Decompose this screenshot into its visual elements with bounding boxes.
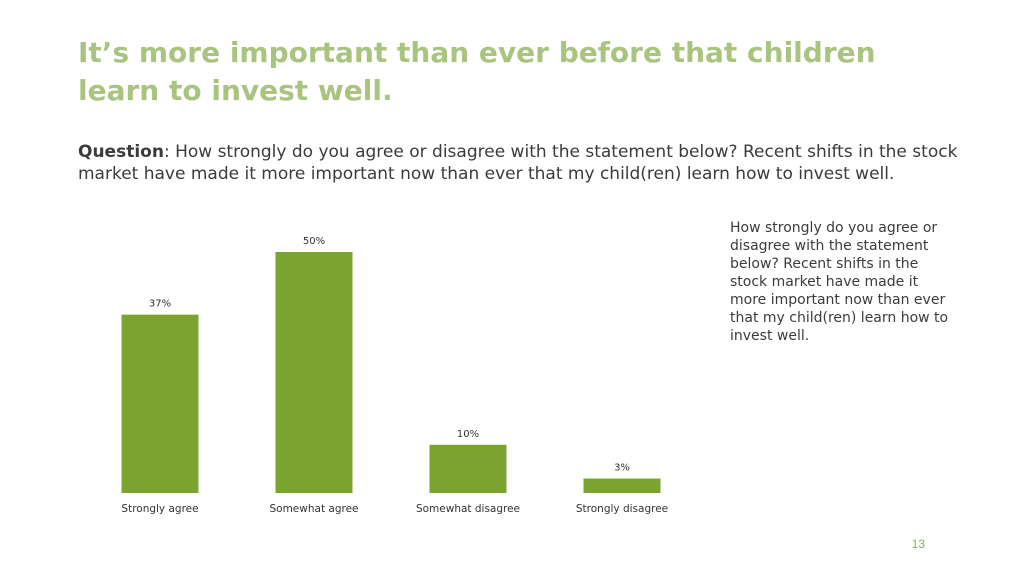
- data-label-somewhat-disagree: 10%: [457, 429, 479, 440]
- bar-somewhat-agree: [275, 252, 353, 493]
- bar-chart-svg: 37% Strongly agree 50% Somewhat agree 10% Som…: [121, 236, 668, 515]
- question-label: Question: [78, 142, 164, 162]
- bar-strongly-disagree: [583, 478, 661, 493]
- bar-chart: 37% Strongly agree 50% Somewhat agree 10% Som…: [80, 225, 720, 525]
- question-body: : How strongly do you agree or disagree …: [78, 142, 958, 184]
- data-label-strongly-agree: 37%: [149, 299, 171, 310]
- side-note: How strongly do you agree or disagree wi…: [730, 220, 949, 344]
- bar-somewhat-disagree: [429, 444, 507, 493]
- slide-title: It’s more important than ever before tha…: [78, 36, 876, 107]
- question-text: Question: How strongly do you agree or d…: [78, 141, 978, 185]
- data-label-somewhat-agree: 50%: [303, 236, 325, 247]
- x-tick-somewhat-disagree: Somewhat disagree: [416, 503, 520, 515]
- page-number: 13: [911, 537, 925, 551]
- x-tick-strongly-disagree: Strongly disagree: [576, 503, 668, 515]
- x-tick-strongly-agree: Strongly agree: [121, 503, 198, 515]
- data-label-strongly-disagree: 3%: [614, 463, 630, 474]
- x-tick-somewhat-agree: Somewhat agree: [269, 503, 358, 515]
- bar-strongly-agree: [121, 314, 199, 493]
